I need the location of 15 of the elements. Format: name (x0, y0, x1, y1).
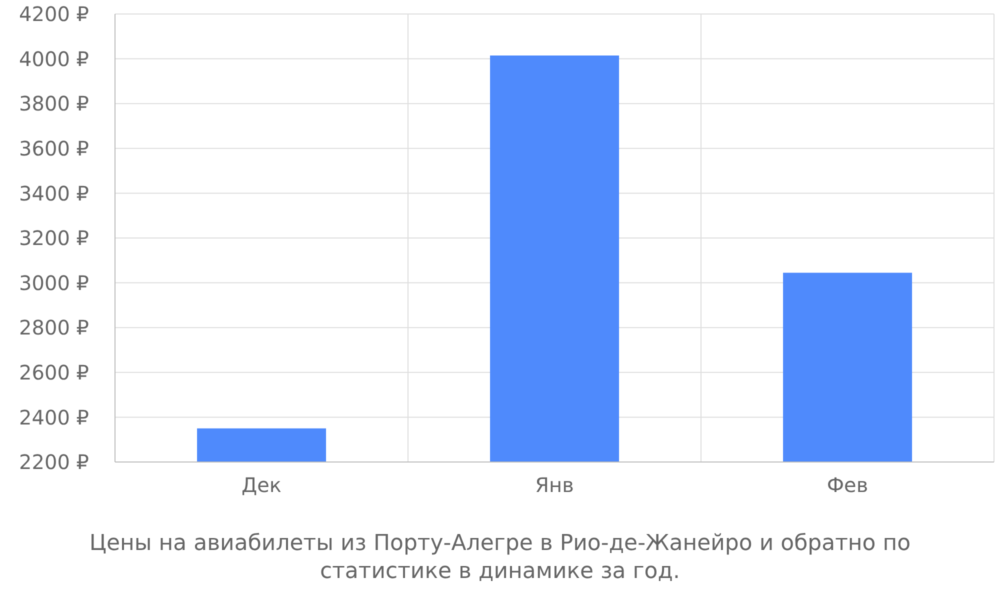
y-tick-label: 2600 ₽ (19, 360, 90, 384)
y-tick-label: 2200 ₽ (19, 450, 90, 474)
y-tick-label: 3000 ₽ (19, 270, 90, 295)
y-tick-label: 2800 ₽ (19, 316, 90, 340)
y-tick-label: 3600 ₽ (19, 136, 90, 160)
y-tick-label: 3800 ₽ (19, 92, 90, 116)
y-tick-label: 3200 ₽ (19, 226, 90, 250)
y-tick-label: 2400 ₽ (19, 405, 90, 430)
x-tick-label: Янв (535, 473, 574, 498)
y-tick-label: 4000 ₽ (19, 46, 90, 71)
text: Цены на авиабилеты из Порту-Алегре в Рио-де-Жанейро и обратно по статистике в динамике за год. (88, 530, 912, 586)
x-tick-label: Фев (826, 473, 868, 498)
y-tick-label: 4200 ₽ (19, 2, 90, 26)
x-tick-label: Дек (241, 473, 282, 498)
y-tick-label: 3400 ₽ (19, 181, 90, 206)
